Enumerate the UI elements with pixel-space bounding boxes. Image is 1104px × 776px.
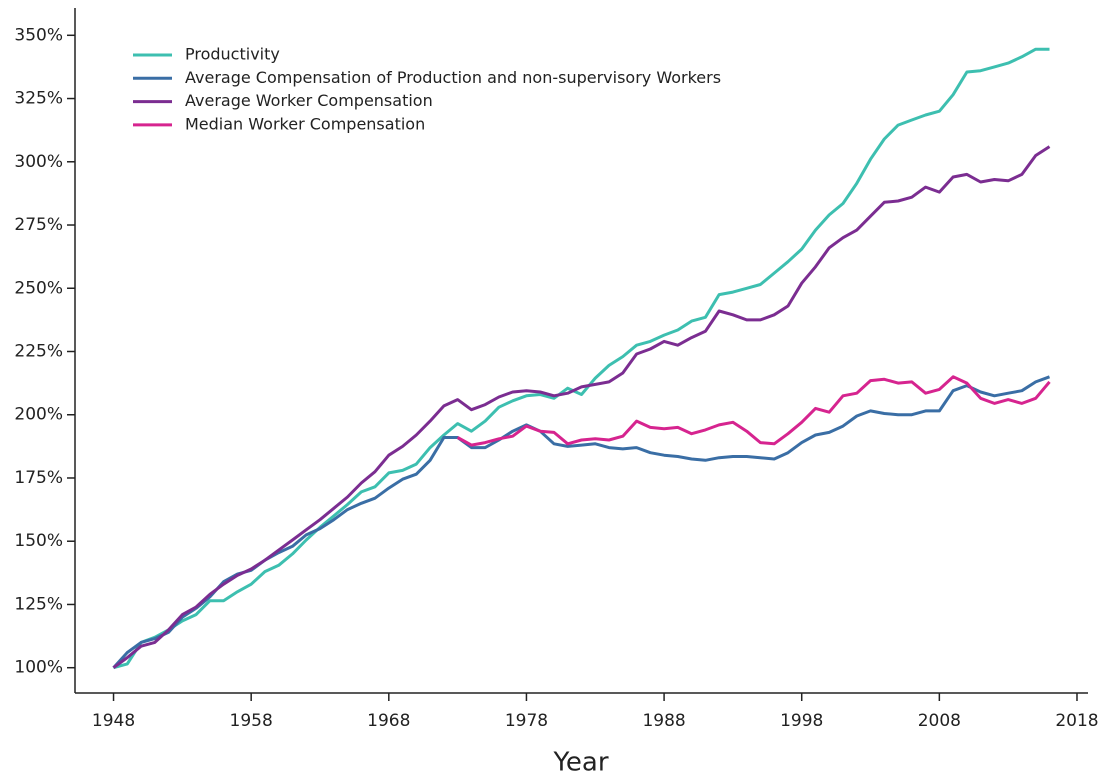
- y-tick-label: 150%: [14, 531, 63, 551]
- y-tick-label: 300%: [14, 152, 63, 172]
- series-line: [112, 375, 1051, 669]
- y-tick-label: 100%: [14, 658, 63, 678]
- x-tick-label: 1968: [367, 711, 410, 731]
- x-tick-label: 1948: [92, 711, 135, 731]
- x-axis-title: Year: [552, 748, 608, 776]
- y-tick-label: 325%: [14, 89, 63, 109]
- legend-label: Productivity: [185, 45, 280, 64]
- x-tick-label: 1988: [642, 711, 685, 731]
- legend-label: Median Worker Compensation: [185, 114, 425, 133]
- legend-label: Average Compensation of Production and n…: [185, 68, 721, 87]
- y-tick-label: 275%: [14, 215, 63, 235]
- y-tick-label: 125%: [14, 594, 63, 614]
- y-tick-label: 250%: [14, 278, 63, 298]
- x-tick-label: 1998: [780, 711, 823, 731]
- x-tick-label: 1978: [505, 711, 548, 731]
- y-tick-label: 225%: [14, 342, 63, 362]
- x-tick-label: 1958: [230, 711, 273, 731]
- y-tick-label: 350%: [14, 25, 63, 45]
- x-tick-label: 2018: [1055, 711, 1098, 731]
- y-tick-label: 175%: [14, 468, 63, 488]
- series-line: [113, 47, 1050, 670]
- legend-label: Average Worker Compensation: [185, 91, 433, 110]
- y-tick-label: 200%: [14, 405, 63, 425]
- series-line: [112, 145, 1051, 669]
- series-line: [456, 375, 1051, 447]
- x-tick-label: 2008: [918, 711, 961, 731]
